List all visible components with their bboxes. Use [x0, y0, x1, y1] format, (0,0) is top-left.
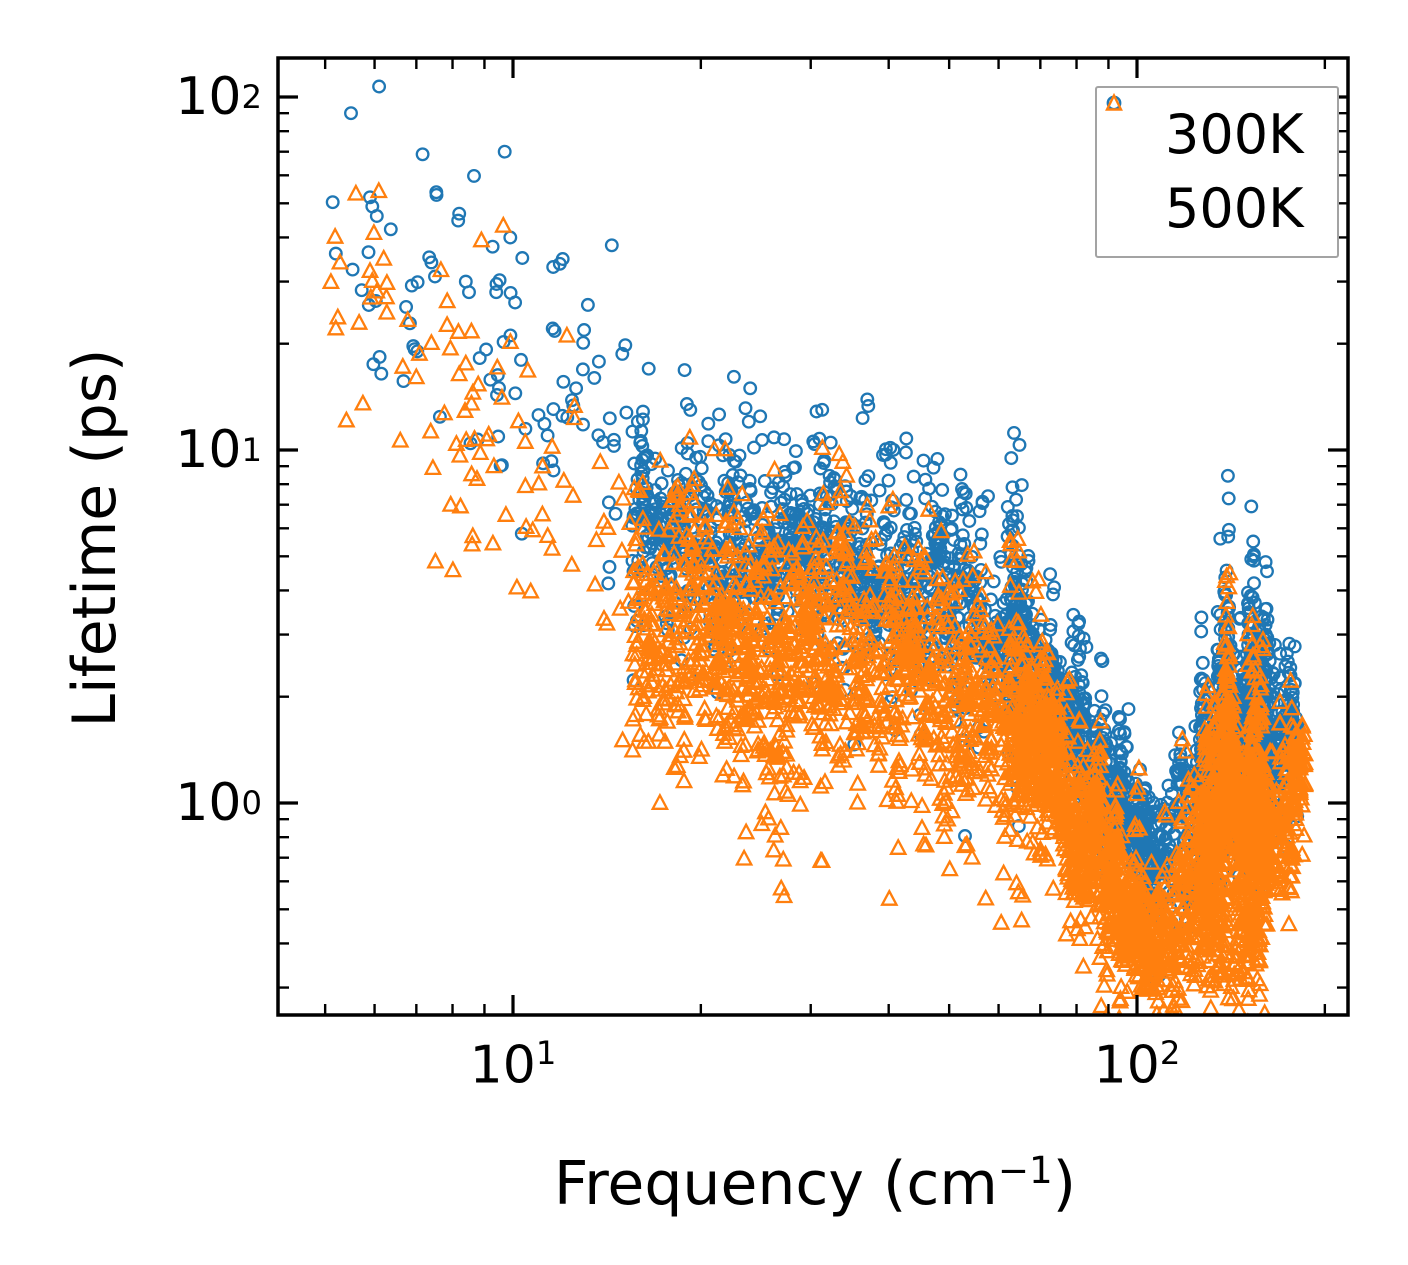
- legend-entry-300k: 300K: [1106, 95, 1337, 166]
- x-axis-label-suffix: ): [1052, 1149, 1077, 1219]
- legend-label-300k: 300K: [1165, 103, 1304, 166]
- axes-frame: [276, 56, 1350, 1017]
- scatter-series-500K: [321, 181, 1315, 1015]
- y-tick-label-10: 10 1: [175, 420, 262, 480]
- x-axis-label: Frequency (cm−1): [485, 1130, 1145, 1219]
- y-axis-label: Lifetime (ps): [59, 228, 131, 848]
- x-tick-label-100: 102: [1093, 1034, 1181, 1096]
- y-axis-label-text: Lifetime (ps): [60, 348, 130, 728]
- legend: 300K 500K: [1095, 86, 1339, 258]
- y-tick-label-100: 10 2: [175, 67, 262, 127]
- x-axis-label-exponent: −1: [997, 1148, 1053, 1192]
- x-tick-label-10: 101: [469, 1034, 557, 1096]
- y-tick-label-1: 10 0: [175, 773, 262, 833]
- legend-entry-500k: 500K: [1105, 92, 1337, 240]
- major-ticks: [278, 58, 1348, 1015]
- x-axis-label-prefix: Frequency (cm: [553, 1149, 998, 1219]
- legend-label-500k: 500K: [1165, 177, 1304, 240]
- minor-ticks: [278, 58, 1348, 1015]
